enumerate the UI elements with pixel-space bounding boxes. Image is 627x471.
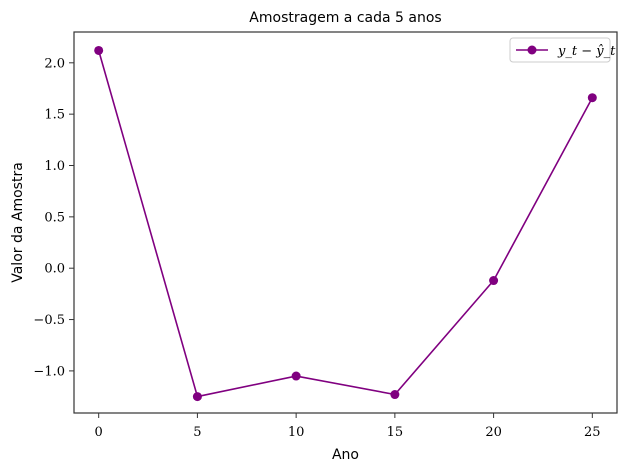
x-tick-label: 10 (288, 425, 305, 440)
y-tick-label: 0.0 (44, 262, 65, 277)
series-layer (94, 45, 597, 402)
data-point (489, 276, 499, 286)
legend-box (509, 37, 611, 63)
y-axis-label: Valor da Amostra (10, 162, 26, 283)
x-tick-label: 0 (95, 425, 103, 440)
x-tick-label: 15 (387, 425, 404, 440)
x-tick-label: 25 (584, 425, 601, 440)
data-point (291, 371, 301, 381)
x-tick-label: 20 (485, 425, 502, 440)
data-point (94, 45, 104, 55)
y-tick-label: 1.5 (44, 108, 65, 123)
y-tick-label: 1.0 (44, 159, 65, 174)
chart-title: Amostragem a cada 5 anos (249, 10, 441, 26)
legend-entry-label: y_t − ŷ_t (557, 44, 616, 59)
x-tick-label: 5 (193, 425, 201, 440)
data-point (192, 392, 202, 402)
y-tick-label: 2.0 (44, 56, 65, 71)
series-line (97, 50, 594, 398)
x-axis: 0 5 10 15 20 25 (95, 413, 601, 440)
legend-marker (527, 45, 537, 55)
y-tick-label: −0.5 (33, 313, 65, 328)
y-tick-label: 0.5 (44, 210, 65, 225)
y-tick-label: −1.0 (33, 364, 65, 379)
x-axis-label: Ano (332, 447, 359, 463)
y-axis: 2.0 1.5 1.0 0.5 0.0 −0.5 −1.0 (33, 56, 74, 379)
data-point (587, 93, 597, 103)
data-point (390, 390, 400, 400)
plot-area (73, 31, 618, 414)
legend: y_t − ŷ_t (509, 37, 616, 63)
